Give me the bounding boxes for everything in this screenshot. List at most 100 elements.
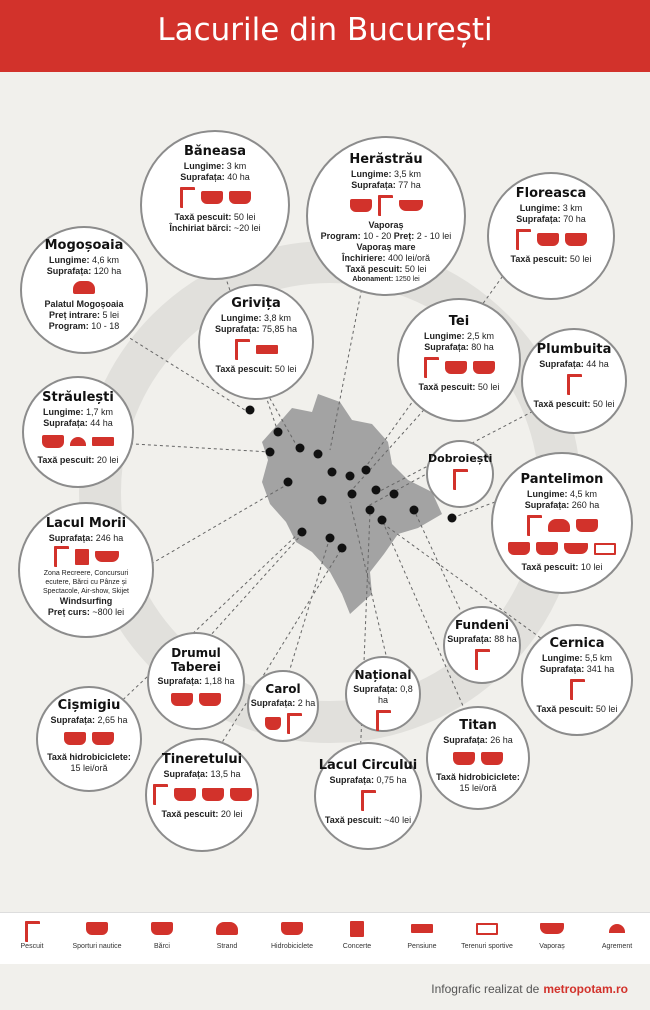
lake-carol: Carol Suprafața: 2 ha: [247, 670, 319, 742]
jetski-icon: [86, 922, 108, 936]
fishing-rod-icon: [24, 921, 40, 942]
lake-drumul-taberei: Drumul Taberei Suprafața: 1,18 ha: [147, 632, 245, 730]
activity-icons: [22, 279, 146, 297]
sports-field-icon: [476, 922, 498, 935]
stage-icon: [350, 921, 364, 937]
lake-name: Carol: [265, 682, 301, 696]
lake-dobroiesti: Dobroiești: [426, 440, 494, 508]
ship-icon: [540, 923, 564, 935]
jetski-icon: [444, 361, 467, 374]
fishing-rod-icon: [179, 187, 195, 208]
fishing-rod-icon: [452, 469, 468, 490]
jetski-icon: [575, 519, 598, 532]
fishing-rod-icon: [569, 679, 585, 700]
lake-name: Plumbuita: [536, 342, 612, 357]
lake-plumbuita: Plumbuita Suprafața: 44 ha Taxă pescuit:…: [521, 328, 627, 434]
lake-floreasca: Floreasca Lungime: 3 km Suprafața: 70 ha…: [487, 172, 615, 300]
lake-morii: Lacul Morii Suprafața: 246 ha Zona Recre…: [18, 502, 154, 638]
umbrella-icon: [70, 437, 86, 447]
lake-name: Mogoșoaia: [44, 238, 124, 253]
lake-titan: Titan Suprafața: 26 ha Taxă hidrobicicle…: [426, 706, 530, 810]
lake-tineretului: Tineretului Suprafața: 13,5 ha Taxă pesc…: [145, 738, 259, 852]
legend-item: Pescuit: [0, 919, 64, 950]
boat-icon: [151, 922, 173, 936]
boat-icon: [229, 788, 252, 801]
fishing-rod-icon: [566, 374, 582, 395]
lake-name: Lacul Circului: [318, 758, 418, 773]
boat-icon: [173, 788, 196, 801]
pedal-boat-icon: [536, 542, 558, 556]
lake-name: Herăstrău: [349, 152, 423, 167]
activity-icons: [399, 357, 519, 378]
lake-name: Cernica: [549, 636, 605, 651]
lake-markers: [245, 405, 457, 553]
fishing-rod-icon: [360, 790, 376, 811]
ship-icon: [564, 543, 588, 555]
fishing-rod-icon: [234, 339, 250, 360]
legend-item: Bărci: [130, 919, 194, 950]
activity-icons: [523, 374, 625, 395]
lake-name: Cișmigiu: [57, 698, 121, 713]
bed-icon: [92, 437, 114, 447]
lake-name: Pantelimon: [520, 472, 604, 487]
lake-cismigiu: Cișmigiu Suprafața: 2,65 ha Taxă hidrobi…: [36, 686, 142, 792]
activity-icons: [347, 710, 419, 731]
activity-icons: [24, 433, 132, 451]
ship-icon: [398, 200, 423, 211]
lake-baneasa: Băneasa Lungime: 3 km Suprafața: 40 ha T…: [140, 130, 290, 280]
boat-icon: [64, 732, 86, 746]
lake-name: Băneasa: [183, 144, 247, 159]
boat-icon: [508, 542, 530, 556]
jetski-icon: [200, 191, 223, 204]
stage-icon: [74, 548, 89, 565]
swimmer-icon: [547, 519, 570, 532]
boat-icon: [264, 717, 281, 730]
fishing-rod-icon: [375, 710, 391, 731]
bed-icon: [255, 345, 278, 354]
lake-mogosoaia: Mogoșoaia Lungime: 4,6 km Suprafața: 120…: [20, 226, 148, 354]
lake-name: Drumul Taberei: [171, 646, 221, 674]
boat-icon: [564, 233, 587, 246]
lake-fundeni: Fundeni Suprafața: 88 ha: [443, 606, 521, 684]
footer: Infografic realizat de metropotam.ro: [0, 964, 650, 1010]
lake-circului: Lacul Circului Suprafața: 0,75 ha Taxă p…: [314, 742, 422, 850]
brand-link[interactable]: metropotam.ro: [543, 982, 628, 996]
pedal-boat-icon: [453, 752, 475, 766]
pedal-boat-icon: [281, 922, 303, 936]
fishing-rod-icon: [377, 195, 393, 216]
icon-legend: Pescuit Sporturi nautice Bărci Strand Hi…: [0, 912, 650, 965]
pedal-boat-icon: [42, 435, 64, 449]
lake-name: Grivița: [231, 296, 281, 311]
lake-name: Tineretului: [161, 752, 243, 767]
lake-straulesti: Străulești Lungime: 1,7 km Suprafața: 44…: [22, 376, 134, 488]
lake-name: Lacul Morii: [45, 516, 127, 531]
lake-grivita: Grivița Lungime: 3,8 km Suprafața: 75,85…: [198, 284, 314, 400]
lake-pantelimon: Pantelimon Lungime: 4,5 km Suprafața: 26…: [491, 452, 633, 594]
fishing-rod-icon: [515, 229, 531, 250]
lake-name: Floreasca: [515, 186, 587, 201]
activity-icons: [493, 515, 631, 536]
lake-note: Zona Recreere, Concursuri ecutere, Bărci…: [43, 570, 129, 595]
activity-icons: [20, 546, 152, 567]
umbrella-icon: [609, 924, 625, 934]
fishing-rod-icon: [474, 649, 490, 670]
pedal-boat-icon: [92, 732, 114, 746]
activity-icons: [147, 784, 257, 805]
lake-herastrau: Herăstrău Lungime: 3,5 km Suprafața: 77 …: [306, 136, 466, 296]
bed-icon: [411, 924, 433, 934]
fishing-rod-icon: [286, 713, 302, 734]
activity-icons: [38, 730, 140, 748]
activity-icons: [316, 790, 420, 811]
lake-name: Titan: [459, 718, 497, 733]
lake-national: Național Suprafața: 0,8 ha: [345, 656, 421, 732]
page-title: Lacurile din București: [157, 12, 493, 48]
activity-icons: [249, 713, 317, 734]
bucharest-map-shape: [262, 394, 442, 614]
credit-line: Infografic realizat de metropotam.ro: [431, 982, 628, 996]
lake-name: Fundeni: [454, 618, 510, 632]
legend-item: Sporturi nautice: [65, 919, 129, 950]
jetski-icon: [536, 233, 559, 246]
legend-item: Hidrobiciclete: [260, 919, 324, 950]
boat-icon: [472, 361, 495, 374]
activity-icons: [523, 679, 631, 700]
